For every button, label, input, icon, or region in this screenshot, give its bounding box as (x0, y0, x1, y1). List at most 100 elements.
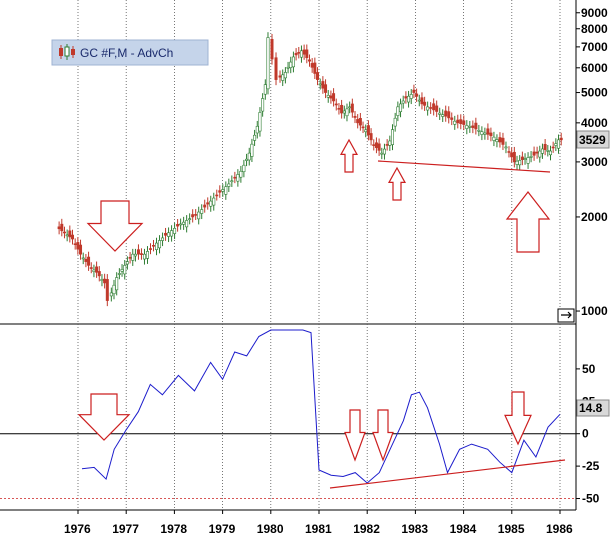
down-arrow-1976 (86, 200, 144, 252)
candle (239, 165, 243, 183)
candle (299, 45, 303, 63)
candle (483, 127, 487, 140)
candle (188, 213, 192, 225)
candle (407, 90, 411, 108)
candle (117, 268, 121, 280)
candle (415, 88, 419, 102)
candle (369, 128, 373, 146)
candle (350, 98, 354, 118)
candle (215, 189, 219, 201)
candle (462, 115, 466, 131)
candle (145, 246, 149, 264)
up-arrow-1981 (339, 138, 359, 173)
price-axis-labels: 1000 2000 3000 4000 5000 6000 7000 8000 9000 (576, 6, 608, 318)
candle (345, 103, 349, 122)
candle (133, 248, 137, 262)
candle (393, 112, 397, 132)
y-tick-label: 9000 (581, 6, 608, 20)
ind-y-tick-label: -25 (582, 459, 600, 473)
x-tick-label: 1978 (160, 522, 187, 536)
candlestick-icon (59, 44, 75, 60)
pane-resize-handle[interactable] (557, 308, 575, 323)
candle (71, 229, 75, 245)
candle (492, 131, 496, 147)
x-tick-label: 1979 (209, 522, 236, 536)
candle (200, 204, 204, 220)
indicator-line (81, 329, 561, 484)
ind-down-arrow-1985 (504, 391, 532, 446)
candle (84, 254, 88, 268)
candle (518, 155, 522, 171)
up-arrow-1982 (387, 166, 407, 201)
candle (206, 197, 210, 210)
candle (412, 84, 416, 99)
grid (77, 0, 561, 510)
time-axis-labels: 1976 1977 1978 1979 1980 1981 1982 1983 1984 1985… (64, 510, 573, 536)
candle (236, 169, 240, 187)
candle (477, 124, 481, 137)
candle (429, 102, 433, 114)
indicator-last-value: 14.8 (579, 401, 603, 415)
candle (142, 248, 146, 265)
candle (131, 248, 135, 266)
candle (356, 114, 360, 129)
candle (242, 159, 246, 178)
candle (209, 195, 213, 212)
candle (224, 181, 228, 200)
ind-down-arrow-1982 (372, 409, 394, 462)
candle (554, 138, 558, 152)
candle (435, 100, 439, 118)
candle (321, 76, 325, 94)
candle (79, 239, 83, 260)
candle (337, 103, 341, 115)
candle (471, 120, 475, 134)
candle (340, 99, 344, 119)
candle (167, 227, 171, 243)
candle (266, 32, 270, 95)
candle (212, 192, 216, 211)
candle (444, 105, 448, 122)
candle (109, 287, 113, 302)
candle (250, 138, 254, 162)
candle (245, 153, 249, 167)
candle (426, 101, 430, 116)
candle (307, 54, 311, 67)
candle (388, 135, 392, 151)
candle (374, 137, 378, 154)
candle (155, 237, 159, 256)
candle (548, 145, 552, 161)
candle (95, 261, 99, 278)
y-tick-label: 1000 (581, 304, 608, 318)
candle (450, 112, 454, 126)
candle (278, 70, 282, 83)
ind-down-arrow-1976 (77, 393, 131, 441)
candle (396, 101, 400, 122)
candle (474, 117, 478, 135)
candle (173, 223, 177, 240)
candle (182, 216, 186, 230)
candle (498, 132, 502, 148)
candle (504, 141, 508, 154)
candle (480, 126, 484, 141)
candle (255, 120, 259, 139)
candle (507, 146, 511, 158)
candle (170, 225, 174, 242)
ind-y-tick-label: 0 (582, 427, 589, 441)
candle (263, 79, 267, 100)
candle (512, 146, 516, 168)
candle (324, 79, 328, 99)
candle (447, 106, 451, 124)
ind-y-tick-label: 50 (582, 362, 596, 376)
x-tick-label: 1986 (546, 522, 573, 536)
candle (161, 232, 165, 247)
candle (274, 52, 278, 86)
candle (382, 143, 386, 160)
candle (112, 279, 116, 300)
candle (270, 33, 274, 65)
candle (194, 209, 198, 221)
candle (515, 155, 519, 171)
candle (305, 44, 309, 64)
candle (89, 262, 93, 274)
candle (68, 225, 72, 243)
